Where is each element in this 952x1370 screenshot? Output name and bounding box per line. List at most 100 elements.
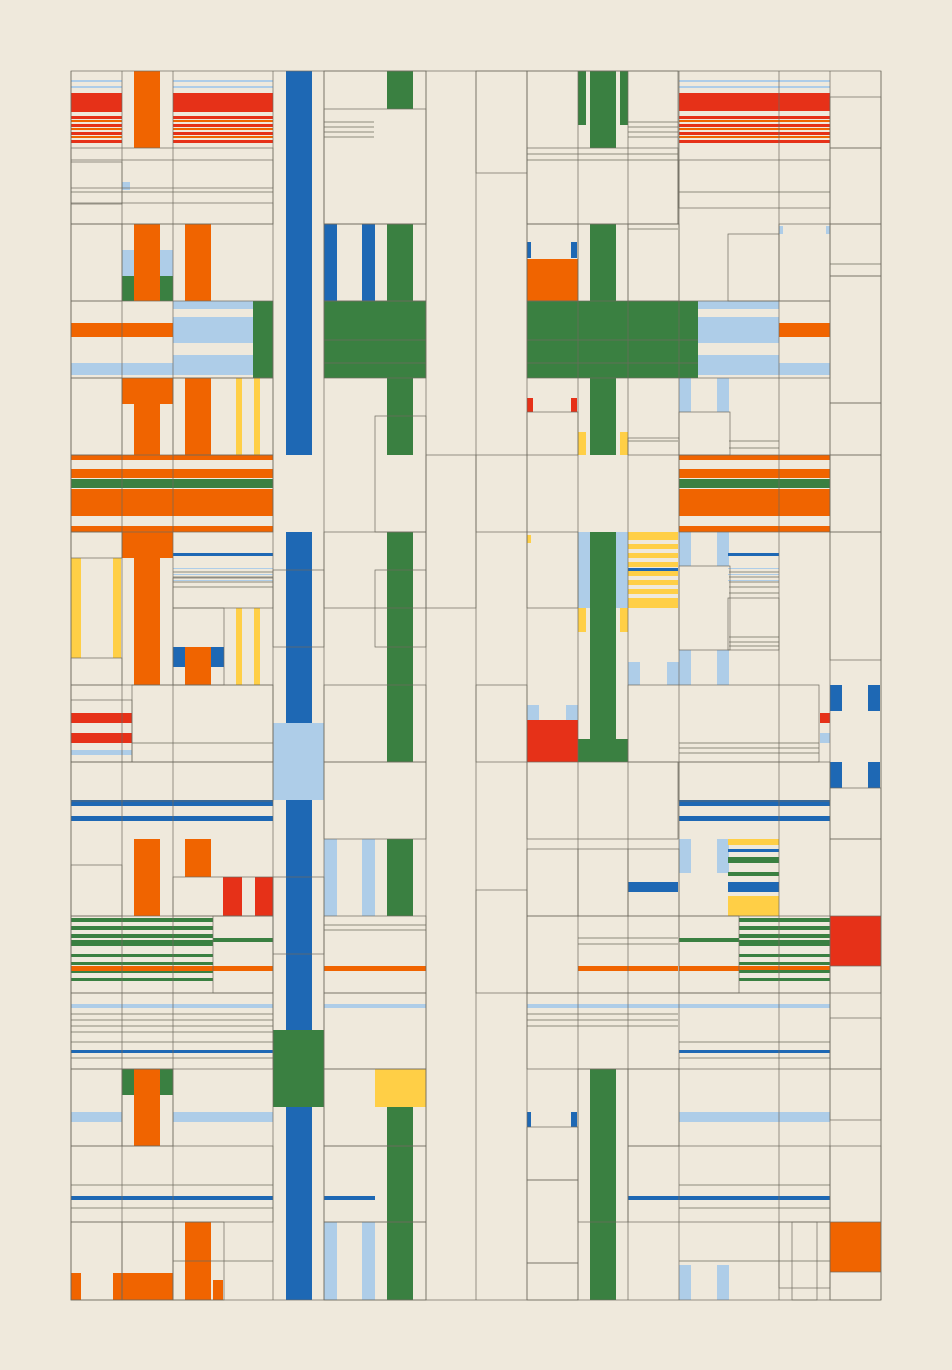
red-block: [571, 398, 577, 412]
color-fill-layer: [71, 71, 881, 1300]
blue-block: [71, 816, 273, 821]
outline-rect: [70, 761, 274, 802]
light-blue-block: [698, 363, 830, 375]
light-blue-block: [826, 226, 830, 234]
light-blue-block: [717, 378, 729, 412]
light-blue-block: [71, 1004, 273, 1008]
blue-block: [71, 800, 273, 806]
red-block: [679, 124, 830, 127]
blue-block: [728, 882, 779, 892]
light-blue-block: [728, 580, 779, 581]
light-blue-block: [679, 1265, 691, 1300]
green-block: [387, 839, 413, 916]
light-blue-block: [324, 1004, 426, 1008]
red-block: [830, 916, 881, 966]
orange-block: [779, 323, 830, 337]
orange-block: [71, 455, 273, 460]
outline-rect: [475, 454, 528, 533]
cream-block: [628, 585, 678, 589]
outline-rect: [272, 569, 325, 648]
blue-block: [324, 1196, 375, 1200]
orange-block: [679, 489, 830, 516]
orange-block: [679, 526, 830, 532]
orange-block: [71, 469, 273, 478]
yellow-block: [254, 608, 260, 685]
red-block: [71, 733, 132, 743]
green-block: [590, 378, 616, 455]
light-blue-block: [679, 80, 830, 82]
light-blue-block: [728, 568, 779, 569]
yellow-block: [620, 432, 628, 455]
orange-block: [185, 647, 211, 685]
yellow-block: [620, 608, 628, 632]
light-blue-block: [679, 650, 691, 685]
light-blue-block: [779, 226, 783, 234]
outline-rect: [829, 838, 882, 917]
blue-block: [571, 242, 577, 258]
yellow-block: [113, 558, 121, 658]
orange-block: [679, 469, 830, 478]
outline-rect: [727, 597, 780, 651]
green-block: [620, 71, 628, 125]
outline-rect: [70, 531, 123, 559]
green-block: [578, 739, 628, 762]
light-blue-block: [527, 705, 539, 720]
cream-block: [628, 594, 678, 598]
orange-block: [830, 1222, 881, 1272]
light-blue-block: [173, 568, 273, 569]
outline-rect: [374, 569, 427, 648]
outline-rect: [526, 411, 579, 456]
blue-block: [571, 1112, 577, 1127]
red-block: [71, 713, 132, 723]
blue-block: [830, 685, 842, 711]
outline-rect: [272, 876, 325, 955]
outline-rect: [829, 1145, 882, 1223]
outline-rect: [678, 761, 831, 802]
cream-block: [628, 558, 678, 562]
blue-block: [173, 553, 273, 556]
light-blue-block: [362, 1222, 375, 1300]
red-block: [679, 140, 830, 143]
light-blue-block: [679, 378, 691, 412]
light-blue-block: [717, 532, 729, 566]
blue-block: [679, 800, 830, 806]
orange-block: [113, 1273, 173, 1300]
green-block: [739, 970, 830, 973]
cream-block: [628, 549, 678, 553]
green-block: [71, 926, 213, 930]
orange-block: [122, 378, 173, 404]
light-blue-block: [324, 839, 337, 916]
light-blue-block: [362, 839, 375, 916]
yellow-block: [728, 896, 779, 916]
blue-block: [679, 1050, 830, 1053]
light-blue-block: [679, 86, 830, 88]
blue-block: [362, 224, 375, 301]
outline-rect: [70, 202, 274, 225]
orange-block: [134, 404, 160, 455]
light-blue-block: [728, 574, 779, 575]
light-blue-block: [616, 532, 628, 608]
green-block: [71, 978, 213, 981]
light-blue-block: [679, 1112, 830, 1122]
orange-block: [679, 120, 830, 122]
green-block: [71, 940, 213, 945]
outline-rect: [526, 147, 679, 225]
light-blue-block: [324, 1222, 337, 1300]
yellow-block: [236, 378, 242, 455]
light-blue-block: [698, 301, 779, 309]
orange-block: [71, 966, 273, 971]
orange-block: [213, 1280, 223, 1300]
outline-rect: [829, 1068, 882, 1121]
green-block: [387, 224, 413, 301]
orange-block: [185, 378, 211, 455]
outline-rect: [627, 437, 680, 456]
blue-block: [728, 553, 779, 556]
outline-rect: [829, 965, 882, 994]
green-block: [213, 938, 273, 942]
blue-block: [527, 1112, 531, 1127]
blue-block: [628, 882, 678, 892]
orange-block: [71, 526, 273, 532]
light-blue-block: [566, 705, 578, 720]
outline-rect: [678, 565, 731, 651]
